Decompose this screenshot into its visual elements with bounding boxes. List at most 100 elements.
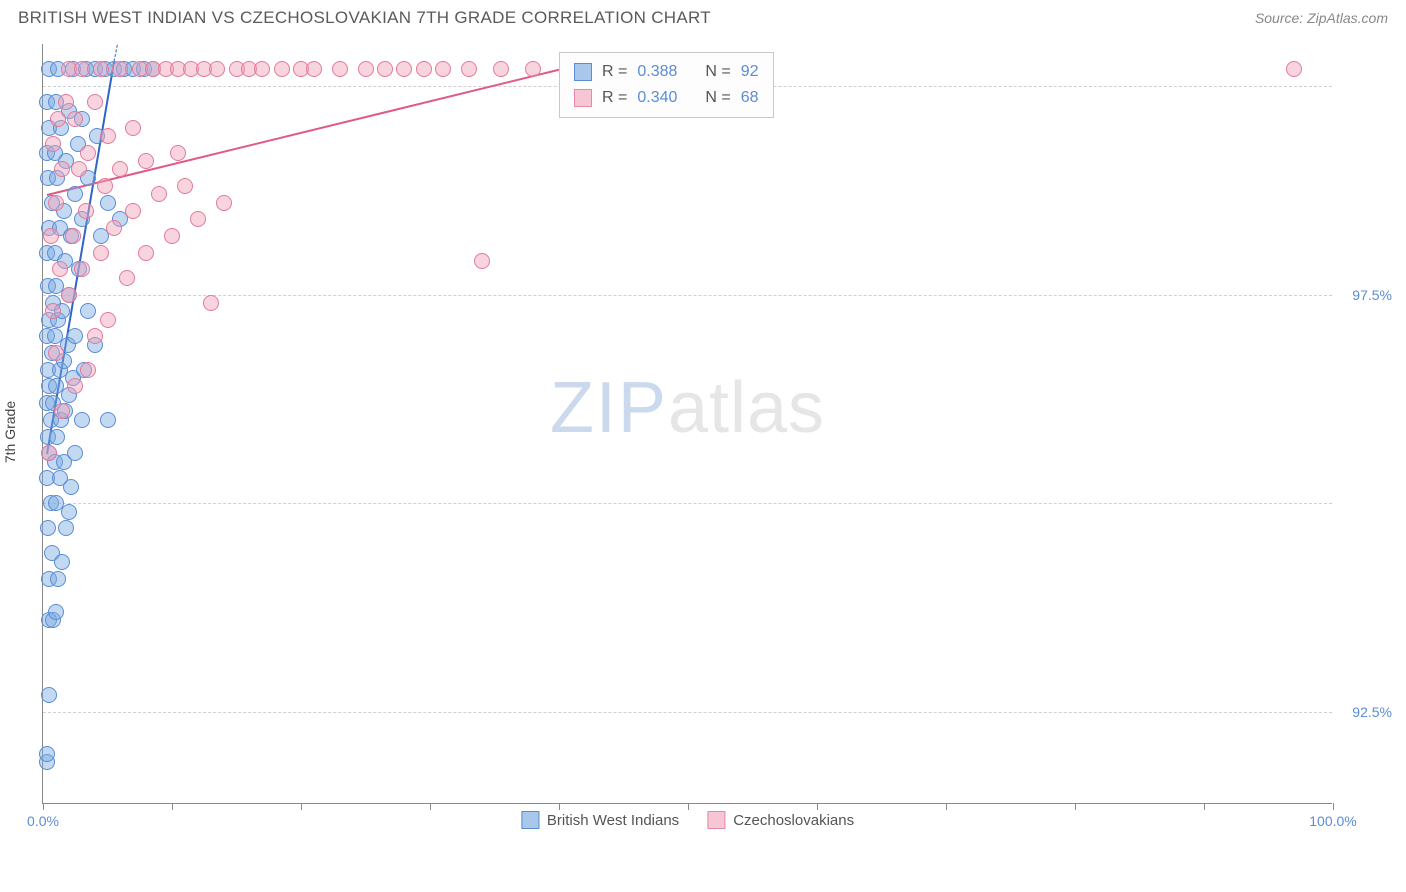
data-point (112, 161, 128, 177)
series-legend: British West Indians Czechoslovakians (521, 811, 854, 829)
series-legend-item: British West Indians (521, 811, 679, 829)
data-point (306, 61, 322, 77)
data-point (216, 195, 232, 211)
data-point (48, 345, 64, 361)
data-point (170, 145, 186, 161)
data-point (125, 203, 141, 219)
data-point (396, 61, 412, 77)
x-tick (430, 803, 431, 810)
gridline (43, 712, 1332, 713)
data-point (41, 445, 57, 461)
data-point (54, 403, 70, 419)
data-point (525, 61, 541, 77)
legend-swatch (707, 811, 725, 829)
data-point (100, 312, 116, 328)
data-point (39, 746, 55, 762)
data-point (80, 303, 96, 319)
data-point (40, 520, 56, 536)
x-tick (946, 803, 947, 810)
x-tick-label: 0.0% (27, 813, 59, 829)
data-point (80, 362, 96, 378)
x-tick-label: 100.0% (1309, 813, 1356, 829)
data-point (274, 61, 290, 77)
data-point (67, 186, 83, 202)
data-point (151, 186, 167, 202)
data-point (50, 111, 66, 127)
x-tick (1204, 803, 1205, 810)
x-tick (1333, 803, 1334, 810)
data-point (61, 287, 77, 303)
legend-swatch (574, 63, 592, 81)
data-point (93, 61, 109, 77)
x-tick (172, 803, 173, 810)
gridline (43, 503, 1332, 504)
chart-title: BRITISH WEST INDIAN VS CZECHOSLOVAKIAN 7… (18, 8, 711, 28)
x-tick (43, 803, 44, 810)
watermark: ZIPatlas (550, 367, 825, 449)
chart-header: BRITISH WEST INDIAN VS CZECHOSLOVAKIAN 7… (0, 0, 1406, 32)
stats-legend-row: R =0.388N =92 (574, 59, 759, 85)
stats-legend-row: R = 0.340 N = 68 (574, 85, 759, 111)
n-label: N = (705, 85, 730, 111)
data-point (45, 303, 61, 319)
watermark-atlas: atlas (668, 368, 825, 448)
n-label: N = (705, 59, 730, 85)
data-point (474, 253, 490, 269)
data-point (52, 261, 68, 277)
trend-line (113, 44, 117, 61)
data-point (74, 261, 90, 277)
x-tick (559, 803, 560, 810)
data-point (58, 520, 74, 536)
data-point (138, 153, 154, 169)
data-point (74, 412, 90, 428)
series-legend-label: British West Indians (547, 812, 679, 829)
data-point (112, 61, 128, 77)
data-point (78, 203, 94, 219)
data-point (48, 195, 64, 211)
stats-legend: R =0.388N =92R =0.340N =68 (559, 52, 774, 118)
data-point (54, 554, 70, 570)
data-point (164, 228, 180, 244)
data-point (63, 479, 79, 495)
data-point (138, 245, 154, 261)
data-point (93, 245, 109, 261)
y-axis-label: 7th Grade (2, 401, 18, 463)
data-point (416, 61, 432, 77)
data-point (119, 270, 135, 286)
data-point (87, 94, 103, 110)
data-point (74, 61, 90, 77)
trend-line (47, 69, 560, 196)
data-point (71, 161, 87, 177)
n-value: 68 (741, 85, 759, 111)
y-tick-label: 97.5% (1352, 287, 1392, 303)
data-point (190, 211, 206, 227)
data-point (67, 328, 83, 344)
data-point (377, 61, 393, 77)
data-point (54, 161, 70, 177)
r-value: 0.388 (637, 59, 677, 85)
data-point (49, 429, 65, 445)
series-legend-item: Czechoslovakians (707, 811, 854, 829)
data-point (332, 61, 348, 77)
data-point (41, 687, 57, 703)
data-point (87, 328, 103, 344)
data-point (80, 145, 96, 161)
y-tick-label: 92.5% (1352, 704, 1392, 720)
series-legend-label: Czechoslovakians (733, 812, 854, 829)
data-point (61, 504, 77, 520)
data-point (58, 94, 74, 110)
data-point (209, 61, 225, 77)
x-tick (688, 803, 689, 810)
r-value: 0.340 (637, 85, 677, 111)
data-point (493, 61, 509, 77)
data-point (1286, 61, 1302, 77)
data-point (65, 228, 81, 244)
data-point (177, 178, 193, 194)
data-point (67, 445, 83, 461)
data-point (43, 228, 59, 244)
watermark-zip: ZIP (550, 368, 668, 448)
r-label: R = (602, 85, 627, 111)
source-attribution: Source: ZipAtlas.com (1255, 10, 1388, 26)
data-point (461, 61, 477, 77)
legend-swatch (521, 811, 539, 829)
